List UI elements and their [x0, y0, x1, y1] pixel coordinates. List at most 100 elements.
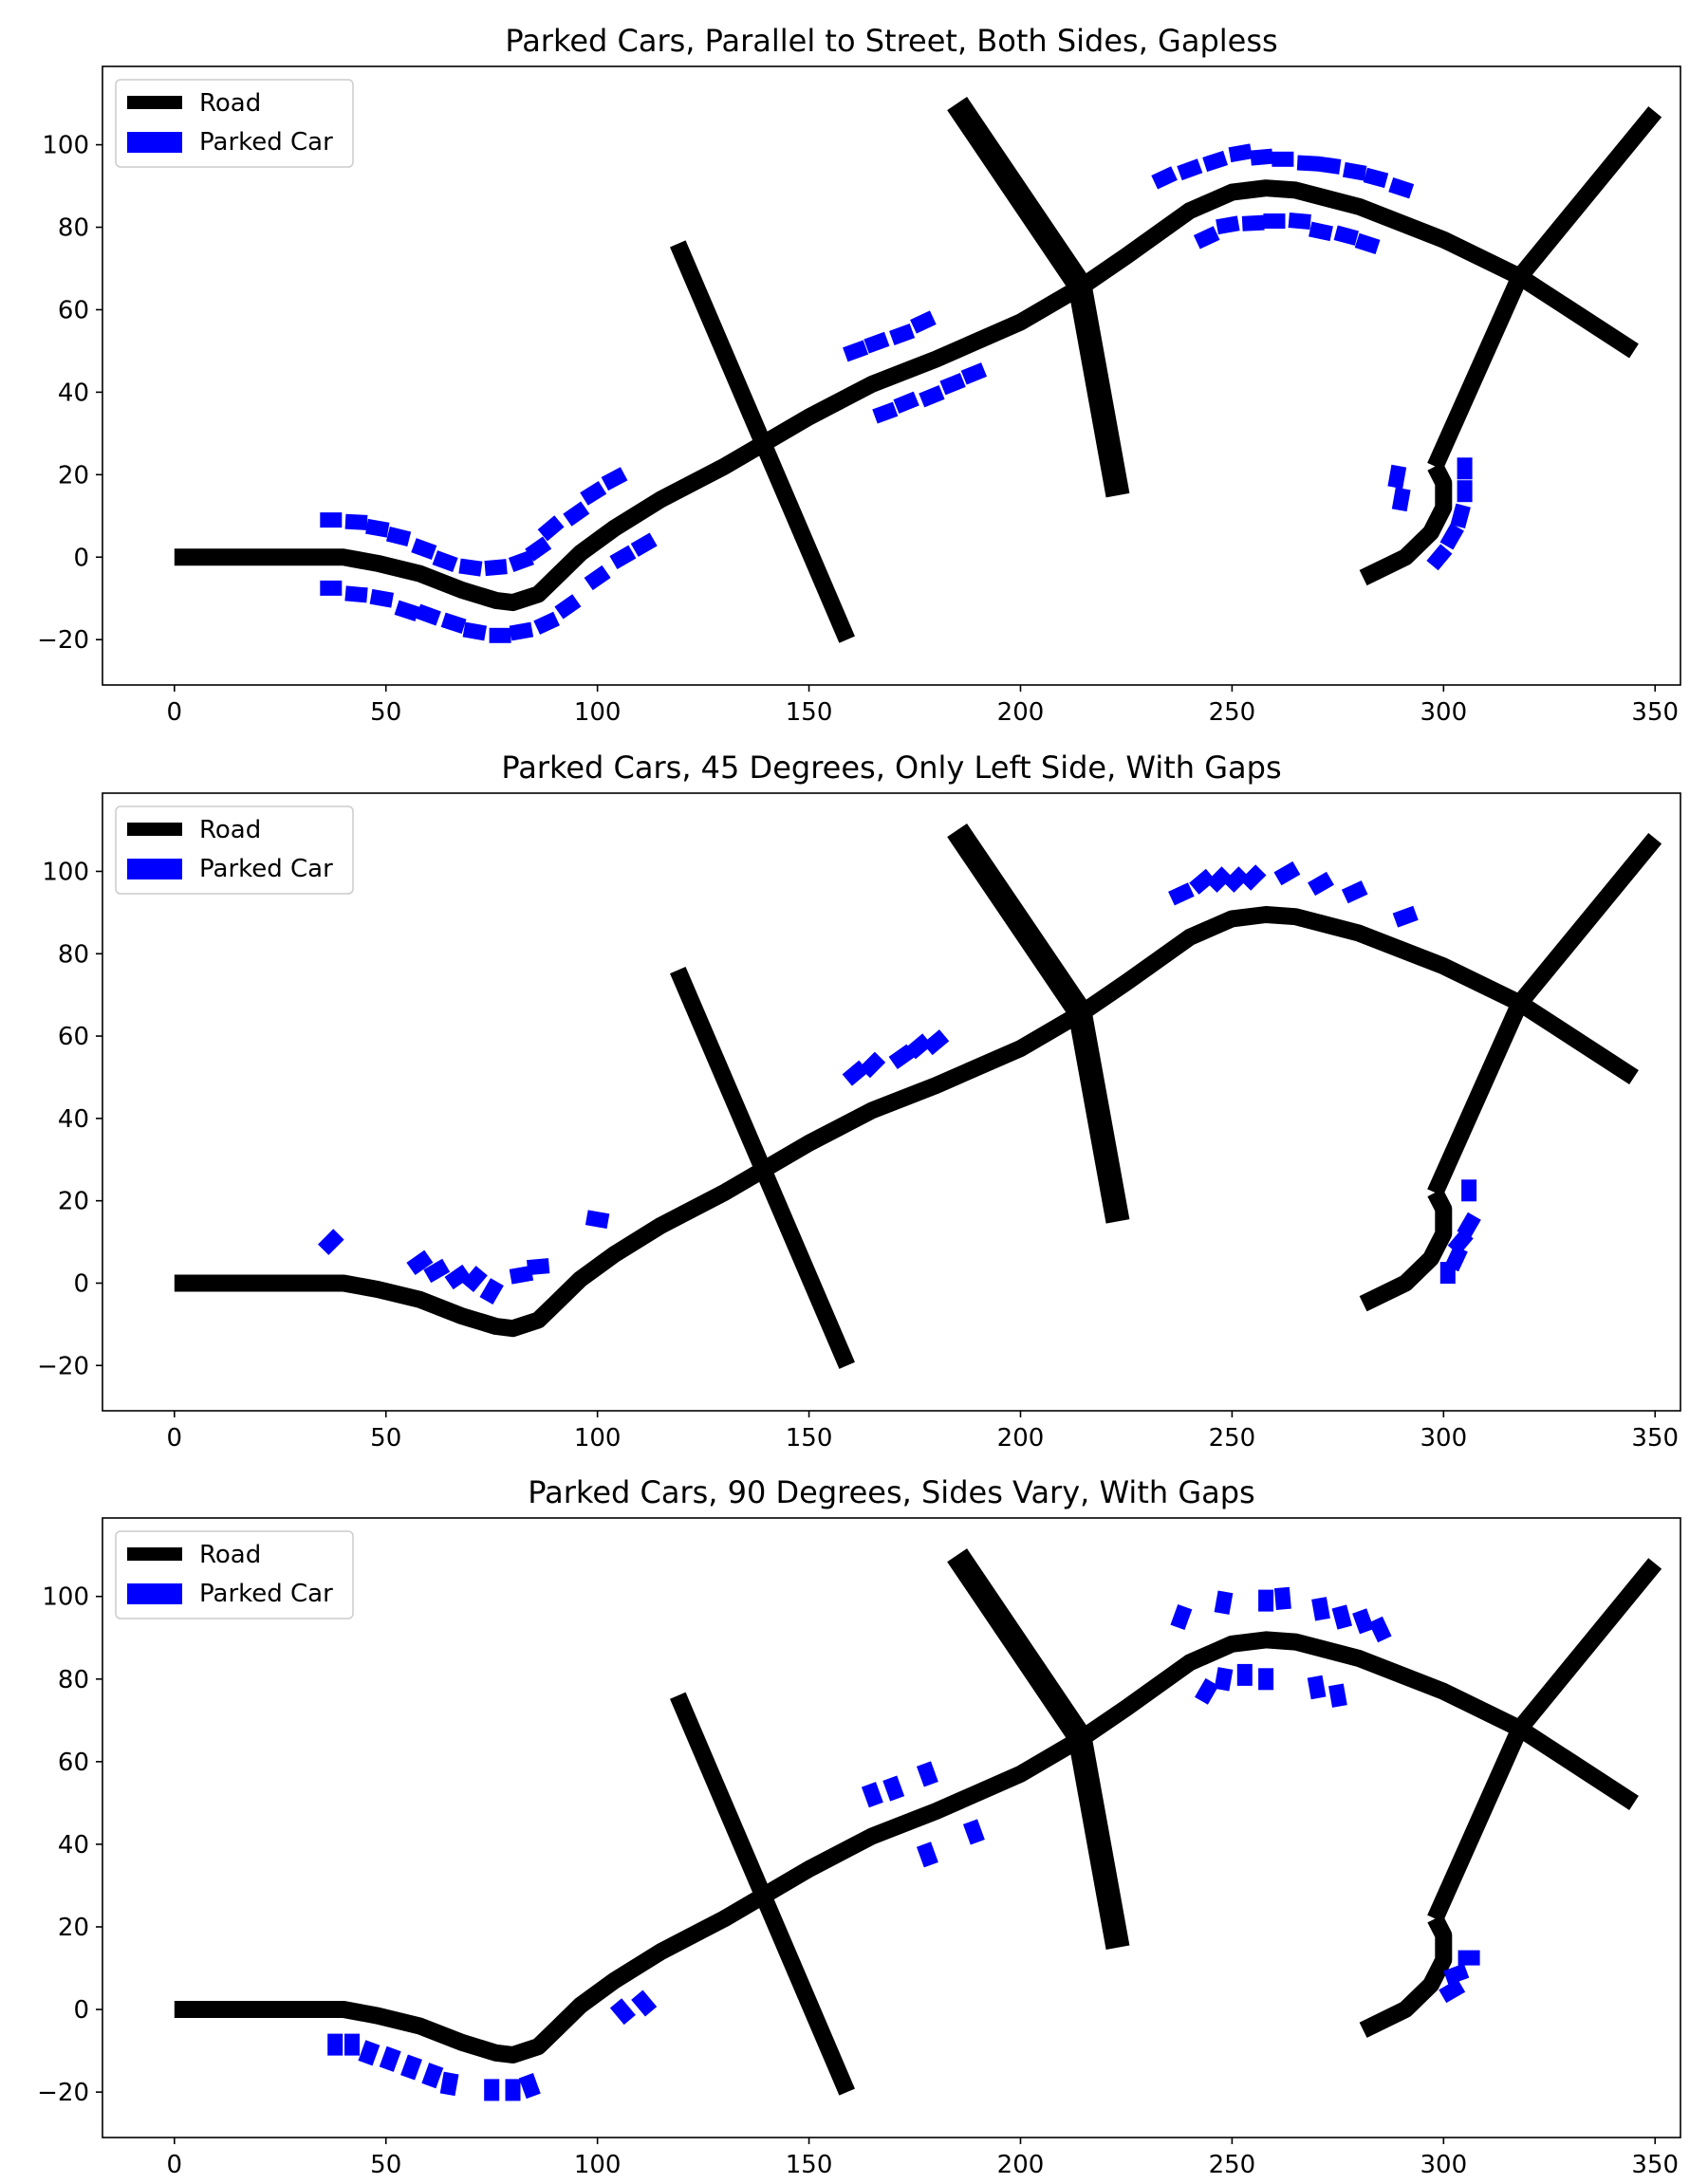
y-tick-label: 0 — [73, 544, 89, 572]
parked-car — [1341, 880, 1368, 904]
legend-car-label: Parked Car — [199, 128, 333, 157]
parked-car — [1236, 1663, 1253, 1686]
parked-car — [489, 627, 511, 643]
parked-car — [1439, 1262, 1456, 1285]
y-tick-label: 100 — [42, 1583, 89, 1612]
side-road — [1359, 1188, 1453, 1312]
y-tick-label: 40 — [58, 379, 89, 407]
parked-car — [863, 331, 890, 354]
x-tick-label: 200 — [997, 1424, 1045, 1453]
parked-car — [922, 1029, 950, 1056]
parked-car — [1311, 1597, 1330, 1621]
cross-road-2 — [947, 824, 1130, 1224]
parked-car — [1195, 1677, 1219, 1705]
parked-car — [585, 1210, 610, 1230]
x-tick-label: 350 — [1631, 1424, 1679, 1453]
chart-title: Parked Cars, 45 Degrees, Only Left Side,… — [501, 750, 1281, 786]
x-tick-label: 100 — [574, 2151, 622, 2179]
cross-road-3 — [1427, 832, 1662, 1196]
legend-car-swatch — [127, 1583, 182, 1604]
y-tick-label: 80 — [58, 1666, 89, 1694]
parked-car — [1457, 480, 1473, 503]
x-tick-label: 250 — [1209, 1424, 1256, 1453]
legend-car-label: Parked Car — [199, 1580, 333, 1608]
parked-car — [910, 310, 937, 334]
parked-car — [1457, 1950, 1480, 1966]
cross-road-3 — [1427, 106, 1662, 471]
y-tick-label: 20 — [58, 1188, 89, 1216]
parked-car — [1331, 1604, 1353, 1630]
parked-car — [1388, 177, 1415, 199]
x-tick-label: 50 — [370, 698, 401, 727]
parked-car — [423, 1258, 451, 1284]
parked-car — [1206, 866, 1233, 893]
x-tick-label: 250 — [1209, 2151, 1256, 2179]
y-tick-label: −20 — [37, 626, 89, 655]
side-road — [1359, 462, 1453, 586]
parked-car — [505, 2079, 521, 2101]
parked-car — [1288, 213, 1311, 230]
y-tick-label: 80 — [58, 940, 89, 969]
parked-car — [861, 1782, 883, 1808]
parked-car — [1309, 221, 1333, 242]
parked-car — [1228, 143, 1253, 163]
main-road — [174, 1631, 1639, 2064]
parked-car — [859, 1051, 886, 1079]
parked-car — [415, 603, 441, 626]
parked-car — [1391, 487, 1411, 512]
parked-car — [1170, 1603, 1193, 1631]
parked-car — [1250, 148, 1273, 166]
parked-car — [1443, 1963, 1470, 1986]
cross-road-1 — [670, 967, 855, 1369]
legend-road-swatch — [127, 823, 182, 836]
parked-car — [609, 1998, 636, 2026]
parked-car — [580, 481, 607, 506]
y-tick-label: 20 — [58, 461, 89, 490]
parked-car — [1307, 1675, 1327, 1700]
parked-car — [439, 2071, 459, 2097]
parked-car — [1168, 882, 1195, 906]
y-tick-label: 0 — [73, 1269, 89, 1298]
parked-car — [533, 611, 560, 635]
parked-car — [1193, 226, 1220, 250]
chart-panel-2: Parked Cars, 45 Degrees, Only Left Side,… — [37, 750, 1681, 1453]
legend: Road Parked Car — [115, 79, 354, 168]
parked-car — [1308, 871, 1334, 897]
legend: Road Parked Car — [115, 805, 354, 895]
x-tick-label: 150 — [786, 698, 833, 727]
parked-car — [609, 545, 637, 569]
parked-car — [479, 1278, 504, 1305]
legend-road-label: Road — [199, 89, 261, 118]
x-tick-label: 0 — [167, 698, 183, 727]
plot-area — [174, 824, 1662, 1369]
parked-car — [358, 2040, 381, 2066]
parked-car — [525, 536, 552, 562]
legend: Road Parked Car — [115, 1530, 354, 1619]
parked-car — [1387, 464, 1407, 490]
cross-road-1 — [670, 1692, 855, 2096]
parked-car — [1461, 1179, 1477, 1202]
parked-car — [1202, 150, 1229, 173]
y-tick-label: 60 — [58, 1023, 89, 1051]
parked-car — [905, 1033, 933, 1060]
parked-car — [939, 372, 966, 396]
x-tick-label: 300 — [1420, 1424, 1468, 1453]
plot-area — [174, 1548, 1662, 2101]
parked-car — [563, 501, 590, 527]
y-tick-label: 40 — [58, 1105, 89, 1134]
parked-car — [584, 565, 611, 591]
axes-frame — [102, 65, 1681, 686]
parked-car — [554, 594, 582, 620]
legend-car-label: Parked Car — [199, 855, 333, 883]
parked-car — [1317, 156, 1342, 175]
x-tick-label: 150 — [786, 1424, 833, 1453]
chart-panel-3: Parked Cars, 90 Degrees, Sides Vary, Wit… — [37, 1474, 1681, 2179]
parked-car — [527, 1258, 550, 1276]
y-tick-label: 20 — [58, 1914, 89, 1942]
legend-car-swatch — [127, 859, 182, 879]
parked-car — [1272, 151, 1294, 167]
parked-car — [631, 1990, 658, 2017]
parked-car — [882, 1775, 905, 1802]
parked-car — [344, 513, 368, 530]
parked-car — [843, 340, 869, 362]
